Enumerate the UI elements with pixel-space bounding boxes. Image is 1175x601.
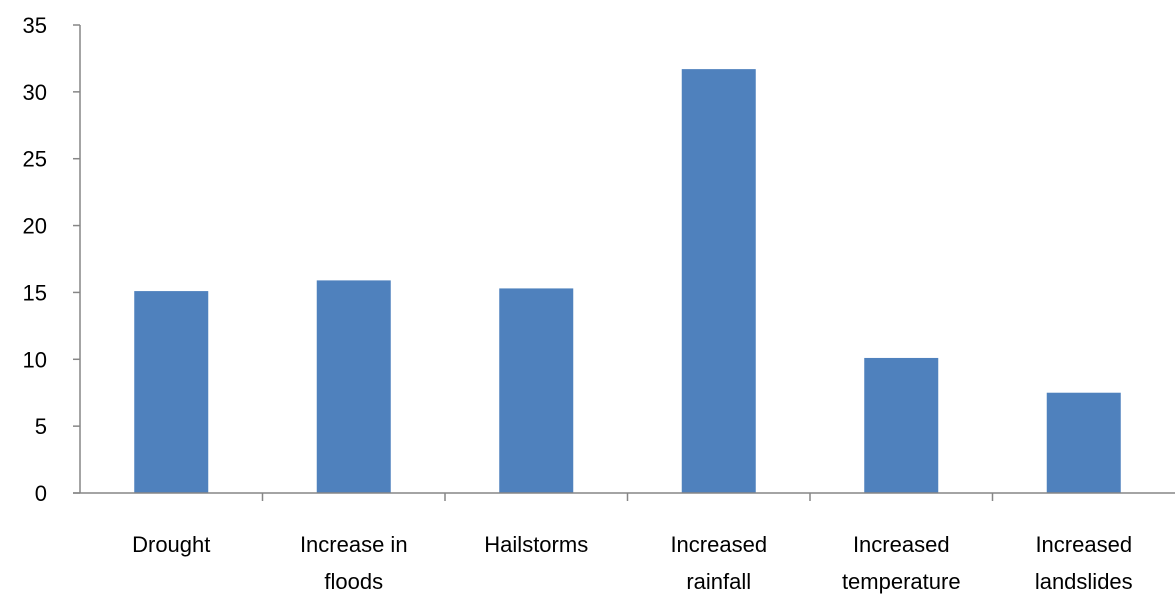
bar bbox=[681, 69, 756, 493]
x-axis-labels: Drought Increase in floods Hailstorms Increa… bbox=[132, 532, 1133, 594]
y-tick-label: 10 bbox=[23, 347, 47, 372]
bar bbox=[499, 288, 574, 493]
bar bbox=[316, 280, 391, 493]
x-tick-label: Increased temperature bbox=[842, 532, 961, 594]
y-tick-label: 30 bbox=[23, 80, 47, 105]
y-tick-label: 15 bbox=[23, 280, 47, 305]
x-tick-label: Drought bbox=[132, 532, 210, 557]
bar bbox=[864, 357, 939, 493]
y-tick-label: 5 bbox=[35, 414, 47, 439]
x-tick-label: Increase in floods bbox=[300, 532, 408, 594]
x-tick-label: Increased rainfall bbox=[670, 532, 767, 594]
x-tick-label: Increased landslides bbox=[1035, 532, 1133, 594]
bars bbox=[134, 69, 1121, 493]
y-tick-label: 0 bbox=[35, 481, 47, 506]
y-tick-label: 35 bbox=[23, 13, 47, 38]
bar bbox=[1046, 392, 1121, 493]
x-axis-ticks bbox=[261, 493, 994, 501]
bar bbox=[134, 291, 209, 493]
y-tick-label: 25 bbox=[23, 147, 47, 172]
y-tick-label: 20 bbox=[23, 214, 47, 239]
y-axis-ticks: 0 5 10 15 20 25 30 35 bbox=[23, 13, 80, 506]
x-tick-label: Hailstorms bbox=[484, 532, 588, 557]
